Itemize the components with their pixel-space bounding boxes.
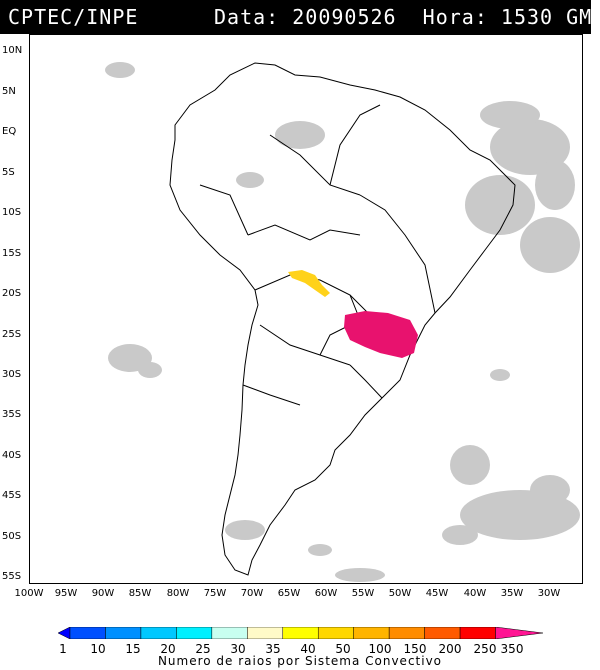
legend-tick: 10 [90, 642, 106, 656]
lon-label: 70W [240, 588, 264, 599]
lon-label: 55W [351, 588, 375, 599]
south-america-map [105, 62, 580, 582]
legend-cell [459, 627, 496, 639]
lon-label: 85W [128, 588, 152, 599]
header-bar: CPTEC/INPE Data: 20090526 Hora: 1530 GMT [0, 0, 600, 34]
legend-cell [388, 627, 425, 639]
legend-tick: 15 [125, 642, 141, 656]
legend-tick: 30 [230, 642, 246, 656]
lat-label: 25S [2, 329, 22, 340]
legend-cell [424, 627, 461, 639]
lat-label: 10N [2, 45, 23, 56]
legend-cell [105, 627, 142, 639]
legend-tick: 150 [403, 642, 427, 656]
lat-label: 40S [2, 450, 22, 461]
lat-label: 30S [2, 369, 22, 380]
legend-cell [176, 627, 213, 639]
lat-label: 20S [2, 288, 22, 299]
legend-tick: 50 [335, 642, 351, 656]
date-time-label: Data: 20090526 Hora: 1530 GMT [214, 5, 600, 29]
color-scale-bar [58, 627, 543, 639]
lat-label: 10S [2, 207, 22, 218]
legend-cell [140, 627, 177, 639]
lon-label: 75W [203, 588, 227, 599]
source-label: CPTEC/INPE [8, 5, 139, 29]
lon-label: 95W [54, 588, 78, 599]
lon-label: 60W [314, 588, 338, 599]
legend-tick: 200 [438, 642, 462, 656]
country-borders [169, 62, 516, 576]
lat-label: EQ [2, 126, 17, 137]
lon-label: 35W [500, 588, 524, 599]
cloud-cover [105, 62, 580, 582]
lon-label: 40W [463, 588, 487, 599]
legend-arrow-right [495, 627, 543, 639]
lat-label: 45S [2, 490, 22, 501]
map-frame [29, 34, 583, 584]
legend-cell [282, 627, 319, 639]
legend-cell [247, 627, 284, 639]
lat-label: 55S [2, 571, 22, 582]
legend-tick: 35 [265, 642, 281, 656]
legend-tick: 350 [500, 642, 524, 656]
lon-label: 90W [91, 588, 115, 599]
legend-caption: Numero de raios por Sistema Convectivo [157, 654, 443, 668]
legend-tick: 250 [473, 642, 497, 656]
lon-label: 45W [425, 588, 449, 599]
legend-cell [211, 627, 248, 639]
lon-label: 65W [277, 588, 301, 599]
lon-label: 100W [14, 588, 44, 599]
date-label: Data: 20090526 [214, 5, 397, 29]
legend-tick: 1 [59, 642, 67, 656]
hour-label: Hora: 1530 GMT [422, 5, 600, 29]
lat-label: 5S [2, 167, 15, 178]
legend-cell [317, 627, 354, 639]
legend-tick: 40 [300, 642, 316, 656]
lat-label: 50S [2, 531, 22, 542]
lat-label: 35S [2, 409, 22, 420]
lat-label: 15S [2, 248, 22, 259]
legend-cell [69, 627, 106, 639]
lat-label: 5N [2, 86, 16, 97]
legend-cell [353, 627, 390, 639]
storm-system-magenta [344, 311, 418, 358]
legend-tick: 20 [160, 642, 176, 656]
legend-arrow-left [58, 627, 71, 639]
lon-label: 50W [388, 588, 412, 599]
lon-label: 30W [537, 588, 561, 599]
legend-tick: 100 [368, 642, 392, 656]
lon-label: 80W [166, 588, 190, 599]
legend-tick: 25 [195, 642, 211, 656]
storm-system-yellow [288, 270, 330, 297]
